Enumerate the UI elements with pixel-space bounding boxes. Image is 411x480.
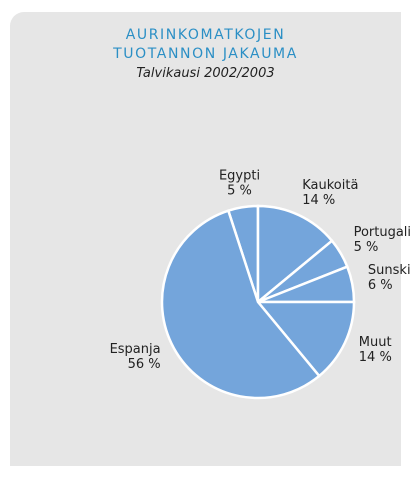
pie-slice — [160, 209, 321, 400]
slice-value-label: 14 % — [359, 350, 392, 365]
slice-value-label: 5 % — [354, 240, 379, 255]
header: AURINKOMATKOJEN TUOTANNON JAKAUMA Talvik… — [0, 26, 411, 81]
pie-slice — [256, 204, 334, 305]
slice-label: Sunski — [368, 263, 411, 278]
chart-subtitle: Talvikausi 2002/2003 — [136, 66, 275, 81]
slice-label: Muut — [359, 335, 392, 350]
slice-value-label: 56 % — [128, 357, 161, 372]
slice-label: Kaukoitä — [302, 178, 358, 193]
pie-slice — [255, 300, 356, 378]
slice-label: Portugali — [354, 225, 411, 240]
slice-value-label: 5 % — [227, 183, 252, 198]
slice-value-label: 14 % — [302, 193, 335, 208]
chart-title: AURINKOMATKOJEN TUOTANNON JAKAUMA — [113, 27, 298, 62]
slice-label: Egypti — [219, 168, 260, 183]
slice-label: Espanja — [110, 342, 161, 357]
slice-value-label: 6 % — [368, 278, 393, 293]
